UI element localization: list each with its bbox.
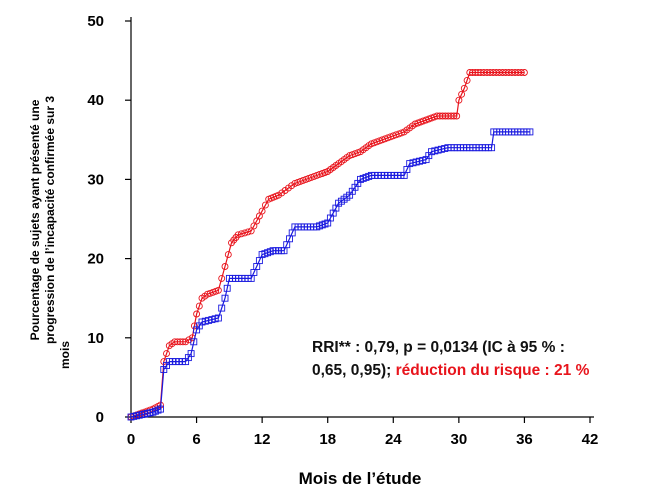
y-axis-title-line-1: Pourcentage de sujets ayant présenté une — [28, 99, 42, 340]
series-point-1 — [221, 294, 229, 302]
annotation-ci: 0,65, 0,95); — [312, 362, 396, 379]
series-point-0 — [179, 338, 187, 346]
y-tick-label: 10 — [87, 330, 104, 347]
series-point-1 — [488, 144, 496, 152]
series-point-0 — [163, 350, 170, 358]
series-point-0 — [195, 302, 203, 310]
series-point-0 — [261, 201, 269, 209]
series-point-1 — [218, 304, 226, 312]
series-point-0 — [517, 69, 525, 76]
series-point-0 — [463, 76, 471, 84]
series-point-0 — [190, 322, 198, 330]
series-point-0 — [258, 207, 266, 215]
y-tick-label: 40 — [87, 92, 104, 109]
x-tick-label: 18 — [319, 431, 336, 448]
series-point-0 — [241, 229, 249, 237]
series-point-0 — [193, 310, 201, 318]
x-tick-label: 30 — [451, 431, 468, 448]
series-point-1 — [149, 408, 157, 416]
series-group — [127, 69, 534, 421]
series-point-0 — [460, 84, 468, 92]
series-point-0 — [471, 69, 479, 76]
x-axis-title: Mois de l’étude — [299, 469, 422, 488]
x-tick-label: 12 — [254, 431, 271, 448]
series-markers-1 — [127, 128, 534, 421]
series-point-0 — [173, 338, 181, 346]
y-axis-title-line-3: mois — [58, 341, 72, 369]
series-point-1 — [187, 350, 195, 358]
series-point-1 — [154, 406, 162, 414]
annotation-line-1: RRI** : 0,79, p = 0,0134 (IC à 95 % : — [312, 339, 565, 356]
y-axis-title-line-2: progression de l’incapacité confirmée su… — [43, 96, 57, 344]
series-point-0 — [458, 90, 466, 98]
series-point-1 — [190, 338, 198, 346]
series-point-0 — [237, 230, 245, 238]
series-point-0 — [218, 274, 226, 282]
x-tick-labels: 0 6 12 18 24 30 36 42 — [127, 431, 599, 448]
y-axis-title: Pourcentage de sujets ayant présenté une… — [28, 96, 72, 369]
series-point-0 — [214, 286, 222, 294]
series-point-0 — [455, 96, 463, 104]
x-tick-label: 0 — [127, 431, 135, 448]
annotation-risk-reduction: réduction du risque : 21 % — [396, 362, 590, 379]
series-point-1 — [223, 284, 231, 292]
series-point-0 — [466, 69, 474, 76]
series-point-1 — [214, 314, 222, 322]
y-tick-label: 50 — [87, 13, 104, 30]
series-point-0 — [176, 338, 184, 346]
axes — [125, 17, 594, 423]
x-tick-label: 24 — [385, 431, 402, 448]
series-point-0 — [244, 228, 252, 236]
series-point-0 — [450, 112, 458, 120]
series-point-0 — [221, 263, 229, 270]
series-point-0 — [224, 251, 232, 259]
series-point-1 — [157, 405, 164, 413]
series-point-0 — [234, 231, 242, 239]
y-tick-label: 20 — [87, 251, 104, 268]
series-point-0 — [453, 112, 461, 120]
series-point-0 — [520, 69, 528, 76]
annotation-line-2: 0,65, 0,95); réduction du risque : 21 % — [312, 362, 590, 379]
series-point-0 — [469, 69, 476, 76]
x-tick-label: 42 — [582, 431, 599, 448]
series-point-1 — [526, 128, 534, 136]
y-tick-label: 0 — [96, 409, 104, 426]
series-point-0 — [171, 338, 179, 346]
y-tick-label: 30 — [87, 171, 104, 188]
x-tick-label: 6 — [192, 431, 200, 448]
y-tick-labels: 0 10 20 30 40 50 — [87, 13, 104, 426]
x-tick-label: 36 — [516, 431, 533, 448]
